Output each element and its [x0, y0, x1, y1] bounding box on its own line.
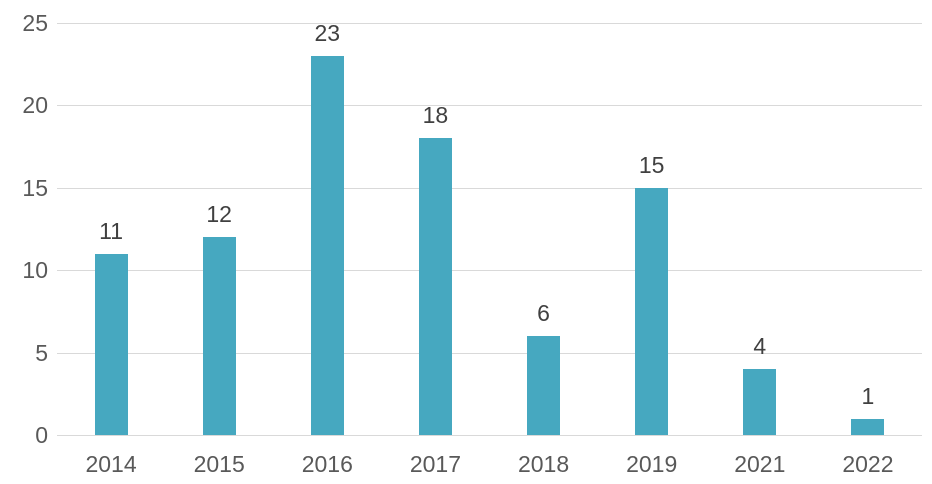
bar-value-label-2021: 4	[753, 333, 767, 360]
x-axis-tick-label-2019: 2019	[626, 451, 678, 477]
bar-value-label-2014: 11	[99, 217, 123, 244]
bar-2021	[743, 369, 777, 435]
x-axis-tick-label-2022: 2022	[842, 451, 894, 477]
x-axis-tick-label-2014: 2014	[85, 451, 137, 477]
bar-value-label-2022: 1	[861, 382, 875, 409]
y-axis-tick-label: 0	[35, 422, 48, 448]
y-axis-tick-label: 10	[22, 257, 48, 284]
x-axis-tick-label-2018: 2018	[517, 451, 570, 477]
gridline-y-20	[57, 105, 922, 107]
x-axis-tick-label-2015: 2015	[193, 451, 245, 477]
bar-2015	[202, 237, 236, 435]
gridline-y-15	[57, 187, 922, 189]
y-axis-tick-label: 5	[35, 339, 48, 366]
bar-2014	[94, 253, 128, 435]
y-axis-tick-label: 25	[22, 10, 48, 36]
gridline-y-5	[57, 352, 922, 354]
y-axis-tick-label: 20	[22, 92, 48, 119]
bar-2018	[527, 336, 561, 435]
gridline-y-0	[57, 435, 922, 436]
x-axis-tick-label-2016: 2016	[301, 451, 353, 477]
y-axis-tick-label: 15	[22, 174, 48, 201]
bar-value-label-2018: 6	[537, 300, 550, 327]
bar-value-label-2015: 12	[206, 201, 232, 228]
x-axis-tick-label-2021: 2021	[734, 451, 786, 477]
gridline-y-25	[57, 23, 922, 24]
x-axis-tick-label-2017: 2017	[409, 451, 462, 477]
bar-2016	[310, 55, 344, 435]
bar-2019	[635, 187, 669, 435]
bar-2017	[418, 138, 452, 435]
bar-2022	[851, 418, 885, 435]
bar-value-label-2016: 23	[314, 19, 341, 46]
bar-value-label-2017: 18	[422, 102, 449, 129]
gridline-y-10	[57, 270, 922, 272]
bar-value-label-2019: 15	[638, 151, 665, 178]
